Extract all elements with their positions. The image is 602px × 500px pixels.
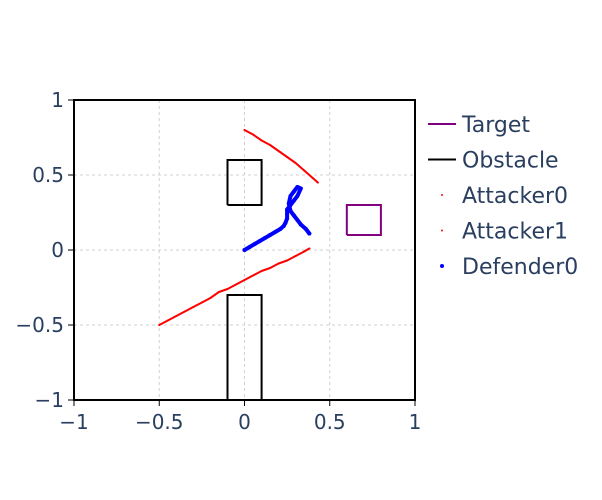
- defender0-point: [268, 233, 273, 237]
- attacker0-point: [286, 156, 289, 158]
- attacker1-point: [234, 283, 237, 286]
- attacker1-point: [294, 255, 297, 257]
- legend-label-defender0: Defender0: [462, 255, 578, 280]
- defender0-point: [295, 185, 300, 189]
- attacker1-point: [175, 315, 178, 317]
- defender0-point: [273, 230, 278, 234]
- attacker1-point: [260, 270, 263, 272]
- attacker1-point: [158, 324, 161, 326]
- attacker1-point: [192, 306, 195, 308]
- attacker1-point: [303, 250, 306, 253]
- attacker0-trajectory: [243, 129, 319, 184]
- defender0-point: [298, 186, 303, 191]
- legend-label-target: Target: [461, 113, 530, 138]
- defender0-point: [252, 242, 257, 246]
- attacker0-point: [277, 150, 280, 152]
- defender0-point: [295, 194, 300, 198]
- attacker1-point: [286, 259, 289, 262]
- defender0-point: [283, 221, 288, 225]
- y-tick-label: 0: [51, 238, 64, 262]
- attacker1-point: [166, 319, 169, 322]
- defender0-point: [285, 212, 290, 216]
- attacker1-point: [209, 297, 212, 299]
- attacker0-point: [252, 133, 255, 136]
- y-tick-label: 1: [51, 88, 64, 112]
- defender0-point: [285, 207, 290, 212]
- attacker1-point: [269, 267, 272, 269]
- attacker1-point: [308, 247, 311, 250]
- legend-label-attacker0: Attacker0: [462, 184, 568, 209]
- x-tick-label: −0.5: [135, 410, 184, 434]
- attacker0-point: [294, 162, 297, 164]
- attacker0-point: [311, 177, 314, 179]
- target-line: [345, 204, 382, 236]
- defender0-point: [291, 189, 296, 194]
- defender0-point: [288, 209, 293, 213]
- defender0-point: [281, 224, 286, 228]
- defender0-point: [291, 213, 296, 218]
- y-tick-label: 0.5: [32, 163, 64, 187]
- x-axis: −1 −0.5 0 0.5 1: [59, 400, 421, 434]
- legend-label-attacker1: Attacker1: [462, 220, 568, 245]
- attacker1-point: [243, 279, 246, 281]
- x-tick-label: 0: [238, 410, 251, 434]
- attacker1-point: [252, 274, 255, 277]
- attacker0-point: [269, 144, 272, 146]
- attacker1-point: [200, 301, 203, 304]
- legend: Target Obstacle Attacker0 Attacker1 Defender…: [428, 113, 578, 280]
- x-tick-label: 1: [409, 410, 422, 434]
- y-tick-label: −1: [35, 388, 64, 412]
- defender0-point: [286, 201, 291, 206]
- y-tick-label: −0.5: [15, 313, 64, 337]
- defender0-point: [307, 231, 312, 236]
- defender0-point: [298, 222, 303, 227]
- legend-swatch-attacker0: [441, 194, 443, 196]
- attacker0-point: [260, 139, 263, 142]
- defender0-point: [291, 198, 296, 203]
- attacker0-point: [316, 181, 319, 184]
- legend-swatch-defender0: [440, 264, 444, 268]
- attacker1-point: [277, 262, 280, 265]
- defender0-point: [288, 194, 293, 198]
- defender0-point: [242, 248, 247, 252]
- legend-swatch-attacker1: [441, 229, 443, 232]
- obstacle-line: [226, 159, 263, 206]
- attacker1-point: [217, 291, 220, 293]
- defender0-point: [247, 245, 252, 249]
- x-tick-label: −1: [59, 410, 88, 434]
- attacker1-point: [183, 310, 186, 313]
- defender0-point: [303, 227, 308, 231]
- attacker0-point: [243, 129, 246, 131]
- defender0-point: [262, 236, 267, 240]
- legend-label-obstacle: Obstacle: [462, 149, 559, 174]
- y-axis: −1 −0.5 0 0.5 1: [15, 88, 74, 412]
- defender0-point: [285, 216, 290, 221]
- x-tick-label: 0.5: [314, 410, 346, 434]
- defender0-point: [257, 239, 262, 243]
- attacker1-point: [226, 288, 229, 290]
- attacker0-point: [303, 169, 306, 172]
- defender0-point: [295, 218, 300, 222]
- defender0-point: [278, 227, 283, 231]
